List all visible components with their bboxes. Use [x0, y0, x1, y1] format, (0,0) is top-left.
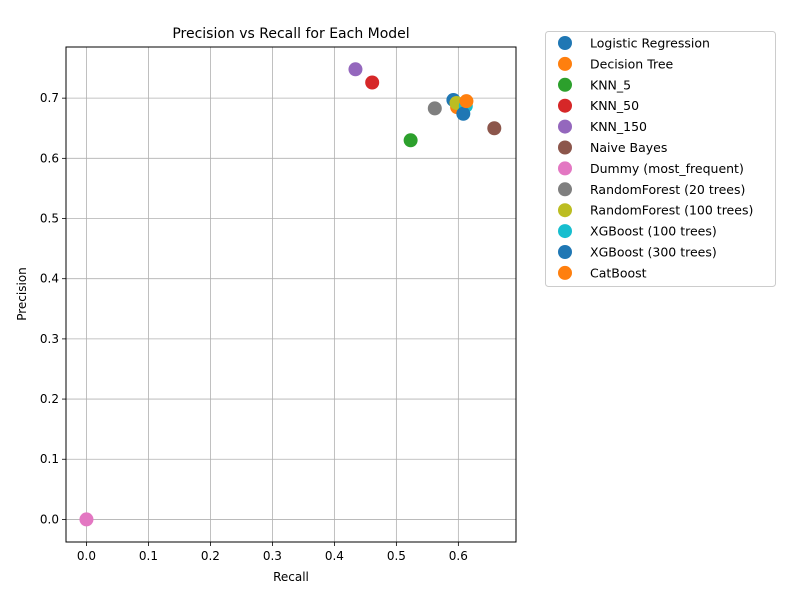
- legend-marker: [558, 140, 572, 155]
- legend-marker: [558, 77, 572, 92]
- legend-marker: [558, 36, 572, 50]
- legend-box: [545, 31, 776, 287]
- x-tick-label: 0.5: [387, 549, 406, 563]
- y-tick-label: 0.6: [40, 151, 59, 165]
- legend-marker: [558, 224, 572, 239]
- data-points: [79, 62, 502, 527]
- legend-marker: [558, 161, 572, 176]
- data-point: [456, 106, 471, 121]
- legend-label: Dummy (most_frequent): [590, 161, 744, 176]
- y-tick-label: 0.5: [40, 212, 59, 226]
- plot-frame: [65, 46, 517, 543]
- legend-label: KNN_150: [590, 119, 647, 134]
- x-axis-ticks: 0.0 0.1 0.2 0.3 0.4 0.5 0.6: [77, 542, 468, 563]
- y-tick-label: 0.7: [40, 91, 59, 105]
- x-axis-label: Recall: [273, 570, 309, 584]
- y-tick-label: 0.2: [40, 392, 59, 406]
- legend-label: XGBoost (100 trees): [590, 224, 717, 239]
- legend-marker: [558, 119, 572, 134]
- y-tick-label: 0.3: [40, 332, 59, 346]
- y-axis-label: Precision: [15, 267, 29, 321]
- legend-marker: [558, 98, 572, 113]
- legend-label: Logistic Regression: [590, 36, 710, 51]
- data-point: [403, 133, 418, 148]
- x-tick-label: 0.1: [139, 549, 158, 563]
- y-tick-label: 0.4: [40, 272, 59, 286]
- legend-marker: [558, 182, 572, 197]
- x-tick-label: 0.0: [77, 549, 96, 563]
- legend-marker: [558, 245, 572, 259]
- legend-label: Decision Tree: [590, 56, 674, 71]
- data-point: [487, 121, 502, 136]
- x-tick-label: 0.4: [325, 549, 344, 563]
- y-tick-label: 0.1: [40, 452, 59, 466]
- x-tick-label: 0.3: [263, 549, 282, 563]
- legend-marker: [558, 265, 572, 280]
- data-point: [79, 512, 94, 527]
- chart-title: Precision vs Recall for Each Model: [172, 26, 409, 42]
- legend-label: RandomForest (20 trees): [590, 182, 745, 197]
- legend-label: Naive Bayes: [590, 140, 667, 155]
- legend-label: CatBoost: [590, 265, 647, 280]
- y-axis-ticks: 0.0 0.1 0.2 0.3 0.4 0.5 0.6 0.7: [40, 91, 66, 526]
- legend: Logistic Regression Decision Tree KNN_5 KNN…: [545, 31, 776, 287]
- data-point: [365, 75, 380, 90]
- legend-label: XGBoost (300 trees): [590, 245, 717, 260]
- legend-label: RandomForest (100 trees): [590, 203, 753, 218]
- y-tick-label: 0.0: [40, 512, 59, 526]
- legend-label: KNN_5: [590, 77, 631, 92]
- data-point: [427, 101, 442, 116]
- legend-label: KNN_50: [590, 98, 639, 113]
- data-point: [348, 62, 363, 77]
- data-point: [459, 94, 474, 109]
- legend-marker: [558, 203, 572, 218]
- grid-lines: [66, 47, 516, 542]
- x-tick-label: 0.2: [201, 549, 220, 563]
- legend-marker: [558, 56, 572, 71]
- x-tick-label: 0.6: [449, 549, 468, 563]
